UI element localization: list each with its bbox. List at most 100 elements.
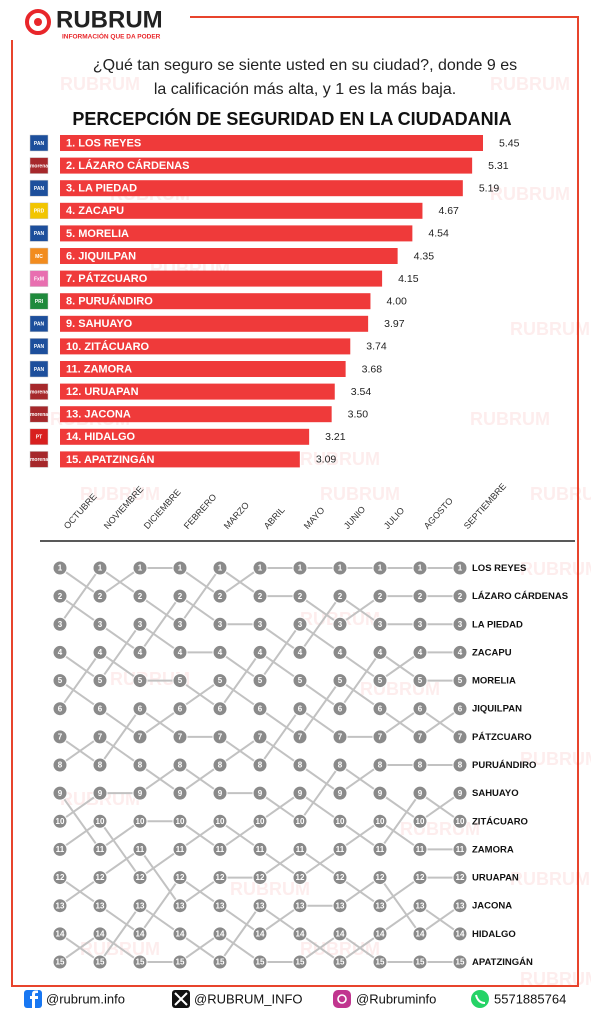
rank-label: 10 [216,817,225,826]
rank-label: 15 [136,958,145,967]
watermark: RUBRUM [520,559,591,579]
rank-marker [92,841,108,857]
rank-label: 7 [178,732,183,741]
rank-marker [332,673,348,689]
rank-label: 14 [256,929,265,938]
rank-label: 2 [458,592,463,601]
party-icon [29,270,49,287]
rank-label: 15 [336,958,345,967]
party-label: FxM [34,276,44,282]
rank-label: 3 [458,620,463,629]
rank-marker [132,926,148,942]
x-handle: @RUBRUM_INFO [194,991,303,1006]
rank-label: 7 [138,732,143,741]
party-label: PT [36,435,42,441]
rank-label: 10 [456,817,465,826]
rank-label: 12 [136,873,145,882]
rank-marker [412,616,428,632]
bar [60,406,332,423]
rank-marker [172,785,188,801]
rank-label: 15 [216,958,225,967]
bar [60,361,346,377]
watermark: RUBRUM [230,879,310,899]
rank-marker [452,701,468,717]
rank-label: 4 [298,648,303,657]
rank-marker [92,954,108,970]
value-label: 4.15 [398,273,419,285]
rank-label: 11 [216,845,225,854]
rank-marker [332,785,348,801]
rank-marker [172,870,188,886]
rank-marker [252,560,268,576]
rank-marker [212,954,228,970]
rank-label: 15 [176,958,185,967]
rank-label: 12 [176,873,185,882]
rank-marker [172,813,188,829]
rank-label: 5 [458,676,463,685]
rank-label: 4 [418,648,423,657]
rank-marker [172,926,188,942]
rank-label: 3 [58,620,63,629]
rank-label: 13 [96,901,105,910]
rank-marker [172,560,188,576]
x-glyph [174,992,188,1006]
rank-marker [292,954,308,970]
rank-label: 11 [256,845,265,854]
rank-marker [52,616,68,632]
whatsapp-icon [471,990,489,1008]
rank-marker [452,644,468,660]
rank-label: 15 [416,958,425,967]
rank-marker [132,588,148,604]
rank-label: 8 [58,761,63,770]
rank-marker [452,729,468,745]
rank-marker [332,644,348,660]
rank-marker [52,785,68,801]
rank-marker [332,898,348,914]
legend-label: MORELIA [472,676,516,687]
rank-marker [412,560,428,576]
rank-label: 2 [178,592,183,601]
rank-label: 10 [416,817,425,826]
rank-label: 8 [418,761,423,770]
rank-label: 10 [56,817,65,826]
rank-marker [332,926,348,942]
rank-marker [372,729,388,745]
rank-label: 3 [178,620,183,629]
rank-label: 8 [298,761,303,770]
rank-marker [372,673,388,689]
rank-marker [132,898,148,914]
rank-marker [132,757,148,773]
legend-label: URUAPAN [472,873,519,884]
bar [60,225,413,242]
watermark: RUBRUM [300,449,380,469]
rank-label: 3 [218,620,223,629]
party-icon [29,134,49,152]
rank-marker [92,926,108,942]
rank-label: 6 [378,704,383,713]
rank-label: 13 [376,901,385,910]
rank-label: 13 [296,901,305,910]
rank-label: 10 [376,817,385,826]
party-label: morena [30,412,48,418]
rank-marker [372,560,388,576]
logo-ring [25,9,51,35]
rank-marker [412,729,428,745]
watermark: RUBRUM [320,484,400,504]
rank-label: 12 [336,873,345,882]
rank-marker [212,898,228,914]
rank-label: 3 [98,620,103,629]
rank-label: 1 [298,564,303,573]
rank-label: 6 [98,704,103,713]
logo-dot [34,18,42,26]
chart-title: PERCEPCIÓN DE SEGURIDAD EN LA CIUDADANIA [72,108,511,129]
rank-label: 1 [178,564,183,573]
rank-label: 13 [256,901,265,910]
rank-label: 3 [298,620,303,629]
rank-label: 7 [458,732,463,741]
rank-marker [172,898,188,914]
rank-marker [132,954,148,970]
rank-marker [452,588,468,604]
rank-marker [372,757,388,773]
legend-label: JIQUILPAN [472,704,522,715]
